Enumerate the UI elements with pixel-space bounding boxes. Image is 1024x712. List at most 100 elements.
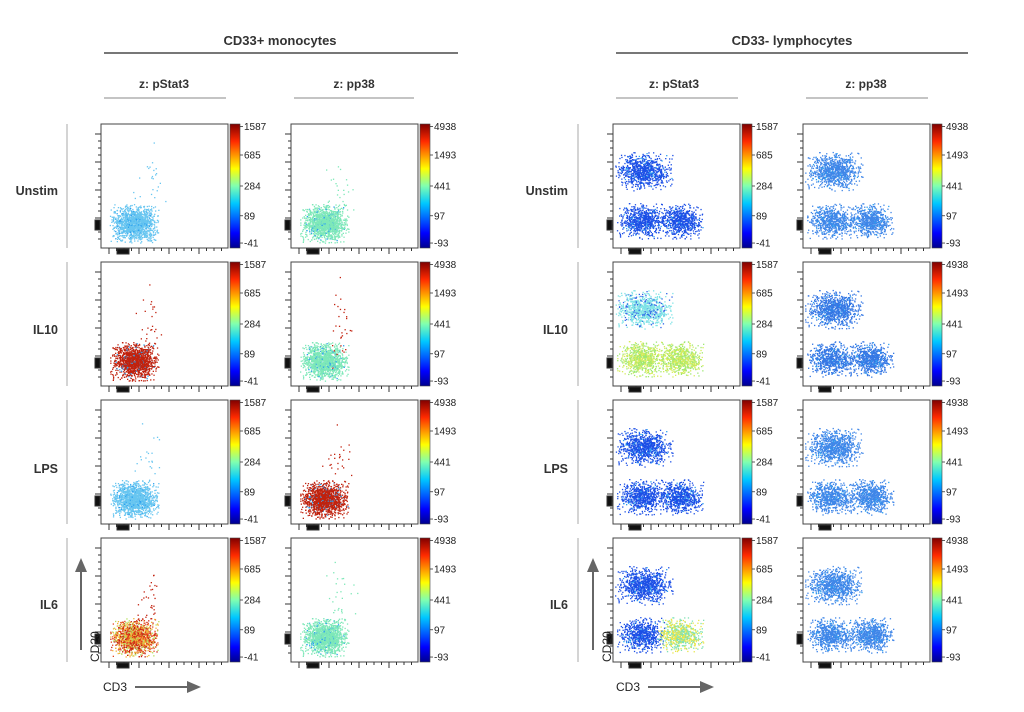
plot-frame bbox=[290, 261, 419, 387]
colorbar-tick-label: 4938 bbox=[434, 398, 457, 409]
axis-arrows: CD20 CD3 CD20 CD3 bbox=[75, 558, 714, 694]
scatter-plot-il10-lymph-pstat3: 1587 685 284 89 -41 bbox=[606, 260, 779, 393]
colorbar: 1587 685 284 89 -41 bbox=[741, 398, 779, 526]
axis-ticks bbox=[284, 271, 412, 393]
colorbar-tick-label: 97 bbox=[434, 625, 446, 636]
row-label-il10-right: IL10 bbox=[512, 323, 568, 337]
colorbar-tick-label: 1493 bbox=[946, 427, 969, 438]
colorbar-tick-label: 89 bbox=[244, 211, 256, 222]
scatter-plot-lps-lymph-pstat3: 1587 685 284 89 -41 bbox=[606, 398, 779, 531]
x-axis-label: CD3 bbox=[616, 680, 640, 694]
colorbar-tick-label: -93 bbox=[946, 377, 961, 388]
colorbar-tick-label: 89 bbox=[756, 349, 768, 360]
colorbar-tick-label: 4938 bbox=[434, 122, 457, 133]
plot-frame bbox=[100, 537, 229, 663]
axis-ticks bbox=[606, 409, 734, 531]
colorbar-tick-label: 89 bbox=[244, 487, 256, 498]
scatter-points bbox=[300, 276, 353, 382]
colorbar-tick-label: 89 bbox=[244, 349, 256, 360]
y-axis-label: CD20 bbox=[88, 631, 102, 662]
plot-frame bbox=[290, 399, 419, 525]
scatter-plot-il10-lymph-pp38: 4938 1493 441 97 -93 bbox=[796, 260, 969, 393]
scatter-plot-lps-mono-pp38: 4938 1493 441 97 -93 bbox=[284, 398, 457, 531]
colorbar: 1587 685 284 89 -41 bbox=[229, 398, 267, 526]
colorbar-tick-label: 1587 bbox=[756, 122, 779, 133]
colorbar-tick-label: 284 bbox=[244, 320, 261, 331]
colorbar-tick-label: -93 bbox=[946, 515, 961, 526]
colorbar-tick-label: 97 bbox=[946, 625, 958, 636]
colorbar-tick-label: 1587 bbox=[244, 122, 267, 133]
colorbar-tick-label: 441 bbox=[946, 458, 963, 469]
scatter-points bbox=[805, 289, 895, 378]
scatter-points bbox=[109, 142, 167, 244]
colorbar-tick-label: -93 bbox=[946, 653, 961, 664]
colorbar: 4938 1493 441 97 -93 bbox=[419, 398, 457, 526]
colorbar-tick-label: -93 bbox=[434, 653, 449, 664]
scatter-plot-il6-lymph-pstat3: 1587 685 284 89 -41 bbox=[606, 536, 779, 669]
colorbar-tick-label: 685 bbox=[756, 289, 773, 300]
colorbar-tick-label: 89 bbox=[244, 625, 256, 636]
colorbar-tick-label: 685 bbox=[244, 289, 261, 300]
colorbar-tick-label: 4938 bbox=[946, 398, 969, 409]
scatter-plot-unstim-lymph-pstat3: 1587 685 284 89 -41 bbox=[606, 122, 779, 255]
colorbar-tick-label: 1493 bbox=[434, 427, 457, 438]
colorbar: 1587 685 284 89 -41 bbox=[229, 536, 267, 664]
colorbar-tick-label: -41 bbox=[244, 515, 259, 526]
panel-title-lymph-pstat3: z: pStat3 bbox=[614, 77, 734, 91]
axis-ticks bbox=[284, 547, 412, 669]
scatter-points bbox=[615, 152, 704, 240]
colorbar-tick-label: 1493 bbox=[946, 289, 969, 300]
colorbar-tick-label: 685 bbox=[244, 565, 261, 576]
colorbar-tick-label: 1587 bbox=[244, 536, 267, 547]
colorbar-tick-label: 441 bbox=[434, 320, 451, 331]
x-axis-arrow: CD3 bbox=[616, 680, 714, 694]
colorbar-tick-label: 97 bbox=[434, 487, 446, 498]
colorbar-tick-label: -93 bbox=[434, 515, 449, 526]
colorbar-tick-label: -41 bbox=[756, 377, 771, 388]
row-label-lps-left: LPS bbox=[2, 462, 58, 476]
scatter-plot-il10-mono-pp38: 4938 1493 441 97 -93 bbox=[284, 260, 457, 393]
colorbar-tick-label: 89 bbox=[756, 487, 768, 498]
scatter-points bbox=[110, 284, 163, 382]
scatter-plot-il6-mono-pstat3: 1587 685 284 89 -41 bbox=[94, 536, 267, 669]
colorbar-tick-label: 1587 bbox=[756, 260, 779, 271]
colorbar: 1587 685 284 89 -41 bbox=[741, 536, 779, 664]
scatter-plot-il6-mono-pp38: 4938 1493 441 97 -93 bbox=[284, 536, 457, 669]
axis-ticks bbox=[284, 133, 412, 255]
colorbar-tick-label: 441 bbox=[434, 458, 451, 469]
colorbar-tick-label: 441 bbox=[946, 596, 963, 607]
colorbar-tick-label: 1493 bbox=[434, 289, 457, 300]
group-title-lymphocytes: CD33- lymphocytes bbox=[692, 33, 892, 48]
colorbar-tick-label: -41 bbox=[244, 239, 259, 250]
colorbar-tick-label: 284 bbox=[756, 596, 773, 607]
colorbar-tick-label: 4938 bbox=[434, 260, 457, 271]
colorbar: 4938 1493 441 97 -93 bbox=[419, 260, 457, 388]
colorbar-tick-label: 441 bbox=[946, 182, 963, 193]
colorbar-tick-label: 97 bbox=[946, 487, 958, 498]
colorbar-tick-label: 1587 bbox=[756, 398, 779, 409]
y-axis-arrow: CD20 bbox=[75, 558, 102, 662]
row-label-unstim-right: Unstim bbox=[512, 184, 568, 198]
scatter-plot-il6-lymph-pp38: 4938 1493 441 97 -93 bbox=[796, 536, 969, 669]
colorbar-tick-label: 1587 bbox=[756, 536, 779, 547]
scatter-points bbox=[615, 428, 705, 516]
axis-ticks bbox=[606, 271, 734, 393]
scatter-plot-lps-mono-pstat3: 1587 685 284 89 -41 bbox=[94, 398, 267, 531]
colorbar-tick-label: -93 bbox=[434, 239, 449, 250]
scatter-points bbox=[615, 290, 705, 378]
panel-title-lymph-pp38: z: pp38 bbox=[806, 77, 926, 91]
colorbar-tick-label: -41 bbox=[244, 377, 259, 388]
scatter-points bbox=[110, 423, 161, 520]
scatter-points bbox=[110, 574, 160, 658]
colorbar-tick-label: 441 bbox=[946, 320, 963, 331]
axis-ticks bbox=[94, 409, 222, 531]
scatter-points bbox=[805, 565, 895, 654]
colorbar-tick-label: 97 bbox=[434, 349, 446, 360]
colorbar-tick-label: 685 bbox=[756, 427, 773, 438]
colorbar-tick-label: 89 bbox=[756, 211, 768, 222]
colorbar-tick-label: 1493 bbox=[434, 565, 457, 576]
colorbar-tick-label: -93 bbox=[434, 377, 449, 388]
row-label-il6-right: IL6 bbox=[512, 598, 568, 612]
colorbar-tick-label: 4938 bbox=[946, 122, 969, 133]
